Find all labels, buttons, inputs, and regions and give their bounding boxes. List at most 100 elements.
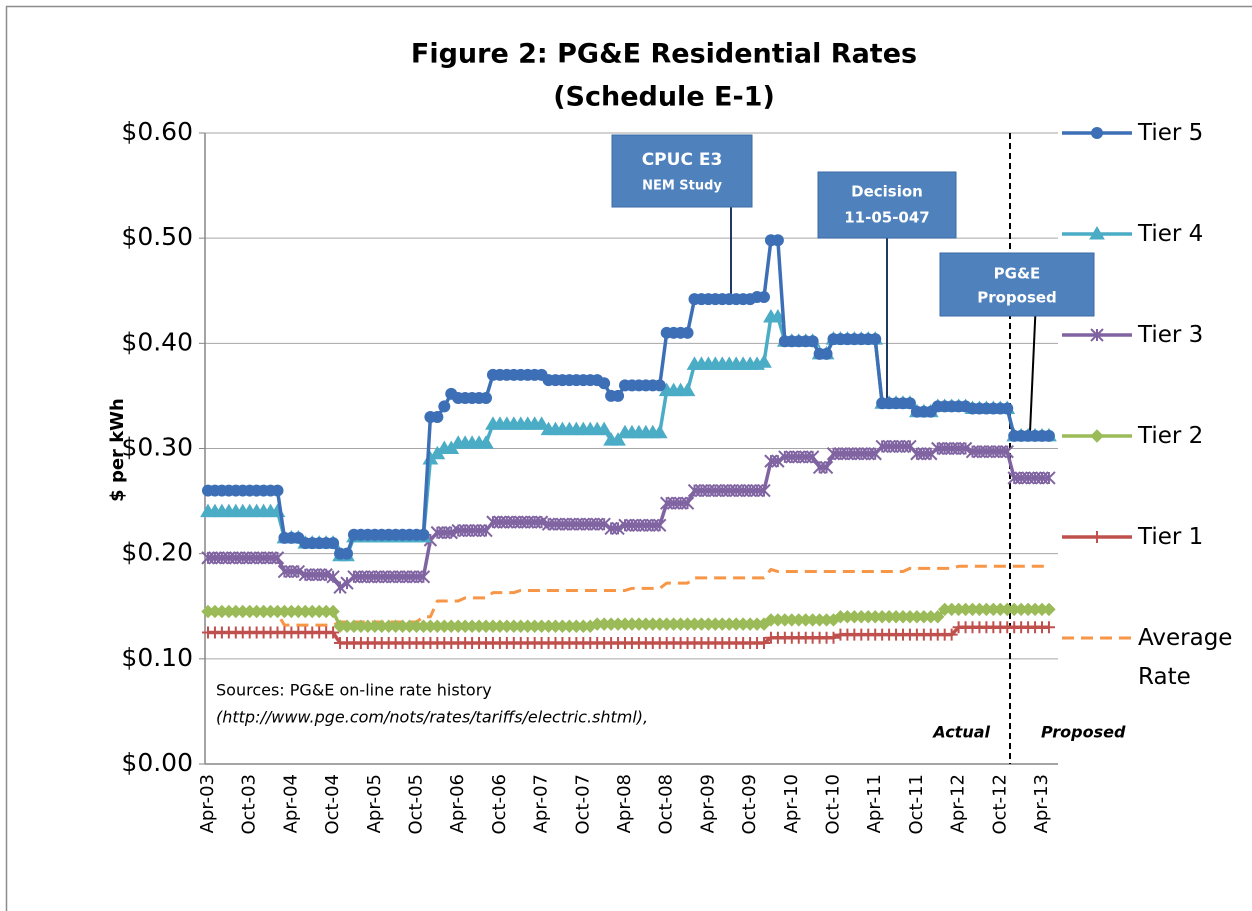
source-note: Sources: PG&E on-line rate history — [216, 681, 492, 700]
series — [202, 234, 1055, 560]
legend-label: Average Rate — [1138, 625, 1233, 690]
marker — [771, 234, 784, 247]
legend-marker — [1090, 328, 1104, 342]
marker — [819, 460, 834, 475]
marker — [903, 397, 916, 410]
marker — [653, 518, 667, 532]
marker — [757, 483, 771, 498]
marker — [756, 354, 772, 368]
legend — [1062, 127, 1132, 640]
marker — [326, 604, 340, 619]
chart-subtitle: (Schedule E-1) — [553, 82, 775, 113]
marker — [1042, 471, 1056, 485]
marker — [958, 441, 973, 456]
plot-area — [200, 234, 1057, 650]
y-tick-label: $0.60 — [121, 117, 193, 146]
period-label: Proposed — [1041, 723, 1126, 742]
marker — [1042, 429, 1055, 442]
legend-label: Tier 5 — [1138, 120, 1204, 146]
series-line — [208, 564, 1049, 627]
marker — [271, 484, 284, 497]
x-tick-label: Apr-09 — [697, 774, 718, 833]
marker — [478, 435, 494, 449]
marker — [597, 517, 611, 531]
x-tick-label: Oct-05 — [406, 774, 427, 835]
marker — [827, 631, 840, 644]
x-tick-label: Oct-04 — [322, 774, 343, 835]
marker — [758, 637, 770, 650]
series — [202, 621, 1055, 650]
marker — [326, 570, 340, 584]
marker — [611, 521, 625, 536]
y-tick-label: $0.00 — [121, 748, 193, 777]
marker — [1000, 444, 1014, 459]
marker — [679, 382, 696, 397]
period-label: Actual — [931, 723, 990, 742]
legend-label: Tier 1 — [1138, 524, 1204, 550]
x-tick-label: Oct-10 — [823, 774, 844, 835]
legend-label: Tier 2 — [1138, 423, 1204, 449]
marker — [416, 570, 431, 584]
x-tick-label: Apr-03 — [197, 774, 218, 833]
callout-text: PG&E — [994, 265, 1041, 283]
annotations: CPUC E3 NEM Study Decision 11-05-047 PG&… — [216, 133, 1126, 764]
marker — [417, 528, 430, 541]
marker — [341, 547, 353, 560]
legend-marker — [1089, 226, 1105, 240]
legend-marker — [1091, 127, 1103, 139]
leader-line — [1029, 299, 1037, 433]
marker — [820, 347, 833, 360]
callout-text: Decision — [851, 183, 923, 201]
legend-marker — [1090, 429, 1104, 443]
callout-box — [939, 252, 1095, 317]
y-tick-label: $0.30 — [121, 433, 193, 462]
marker — [805, 450, 820, 464]
x-tick-label: Oct-03 — [239, 774, 260, 835]
callout-text: CPUC E3 — [642, 150, 723, 170]
y-tick-label: $0.10 — [121, 643, 193, 672]
marker — [533, 416, 550, 430]
series — [208, 564, 1049, 627]
marker — [438, 400, 451, 413]
marker — [771, 454, 785, 468]
marker — [480, 392, 492, 405]
marker — [924, 447, 938, 461]
x-tick-label: Apr-08 — [614, 774, 635, 833]
x-tick-label: Apr-06 — [447, 774, 468, 833]
callout-text: NEM Study — [642, 179, 722, 194]
legend-label: Tier 4 — [1138, 221, 1204, 247]
marker — [612, 389, 625, 402]
marker — [680, 496, 695, 510]
x-tick-label: Oct-12 — [989, 774, 1010, 835]
x-tick-label: Apr-07 — [531, 774, 552, 833]
marker — [327, 626, 340, 639]
callout-box — [817, 171, 957, 239]
marker — [1042, 621, 1055, 634]
y-tick-label: $0.50 — [121, 222, 193, 251]
marker — [869, 333, 882, 346]
series — [201, 439, 1056, 595]
marker — [1042, 602, 1056, 617]
y-tick-label: $0.40 — [121, 327, 193, 356]
x-tick-label: Oct-09 — [739, 774, 760, 835]
marker — [610, 432, 626, 446]
marker — [479, 523, 493, 538]
legend-marker — [1091, 531, 1103, 543]
marker — [931, 610, 945, 624]
x-tick-label: Apr-13 — [1031, 774, 1052, 833]
x-tick-label: Apr-11 — [864, 774, 885, 833]
marker — [758, 291, 770, 304]
x-tick-label: Oct-06 — [489, 774, 510, 835]
marker — [945, 628, 958, 641]
marker — [598, 377, 611, 390]
callout-text: Proposed — [977, 289, 1057, 307]
x-tick-label: Apr-10 — [781, 774, 802, 833]
series — [201, 602, 1056, 633]
x-tick-label: Apr-05 — [364, 774, 385, 833]
marker — [431, 410, 444, 423]
callout-box — [611, 134, 753, 208]
x-tick-label: Apr-12 — [948, 774, 969, 833]
marker — [333, 580, 347, 595]
